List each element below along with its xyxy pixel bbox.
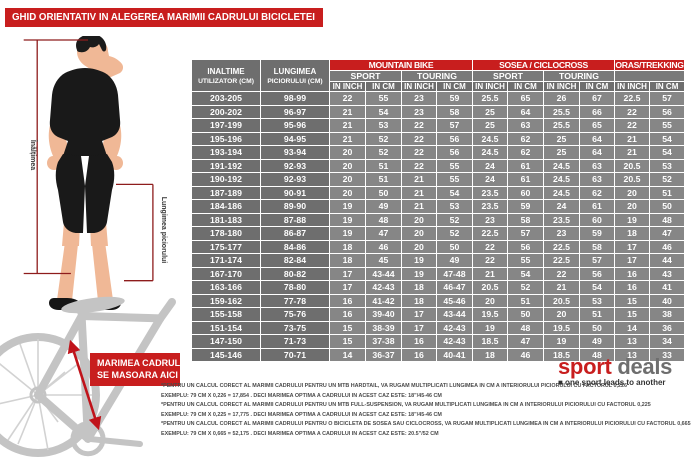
svg-text:Lungimea piciorului: Lungimea piciorului xyxy=(160,197,167,264)
